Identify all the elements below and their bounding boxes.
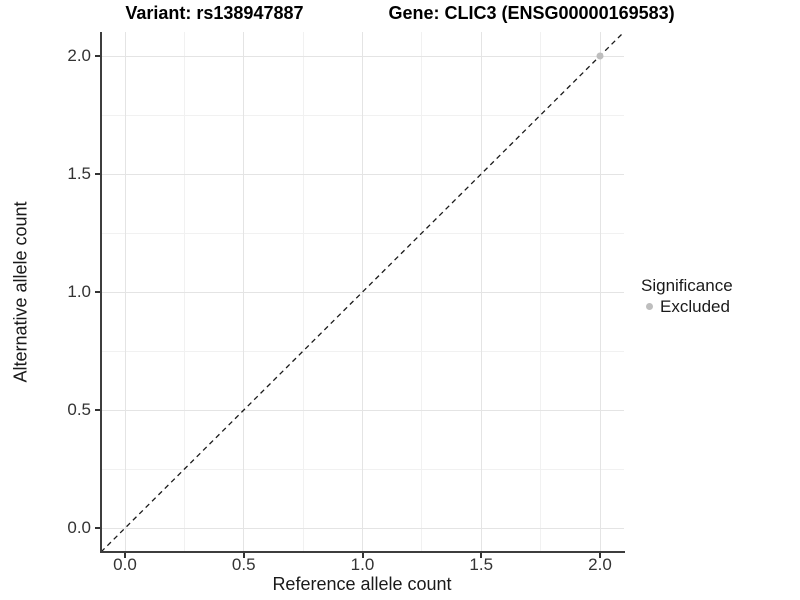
y-axis-tick [95,55,100,57]
gene-title: Gene: CLIC3 (ENSG00000169583) [388,3,675,23]
x-tick-label: 0.5 [231,555,256,574]
plot-panel [101,32,624,552]
legend-item-label: Excluded [660,297,730,316]
y-tick-label: 1.5 [67,164,91,183]
major-gridline-horizontal [101,55,624,57]
y-tick-label: 1.0 [67,282,91,301]
x-axis-title: Reference allele count [272,574,452,594]
major-gridline-horizontal [101,409,624,411]
y-tick-label: 2.0 [67,46,91,65]
x-tick-label: 1.5 [469,555,494,574]
x-tick-label: 2.0 [588,555,612,574]
major-gridline-horizontal [101,173,624,175]
x-axis-line [100,551,625,553]
legend-key [641,298,658,315]
data-point [596,52,604,60]
y-tick-label: 0.5 [67,400,91,419]
legend-item-excluded: Excluded [641,297,733,316]
chart-title-row: Variant: rs138947887 Gene: CLIC3 (ENSG00… [0,3,800,24]
major-gridline-horizontal [101,291,624,293]
y-tick-label: 0.0 [67,518,91,537]
y-axis-title: Alternative allele count [10,201,31,383]
x-tick-label: 0.0 [113,555,137,574]
y-axis-tick [95,291,100,293]
y-axis-tick [95,173,100,175]
x-axis-tick [361,553,364,558]
y-axis-tick [95,409,100,411]
y-axis-line [100,32,102,553]
y-axis-tick [95,527,100,529]
x-axis-tick [480,553,483,558]
x-tick-label: 1.0 [350,555,375,574]
major-gridline-horizontal [101,527,624,529]
excluded-point-icon [646,303,653,310]
x-axis-tick [124,553,126,558]
x-axis-tick [599,553,601,558]
legend: Significance Excluded [641,276,733,316]
legend-title: Significance [641,276,733,295]
identity-dashed-line [101,32,624,552]
variant-title: Variant: rs138947887 [125,3,304,23]
x-axis-tick [242,553,245,558]
